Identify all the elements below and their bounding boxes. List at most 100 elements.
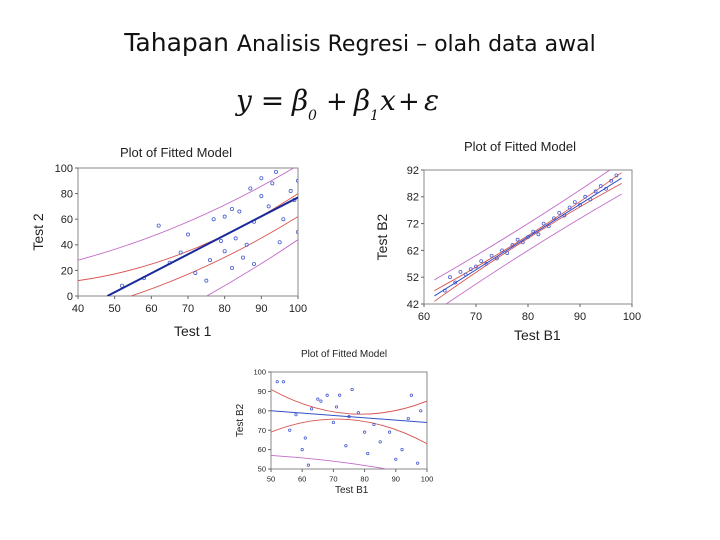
x-tick-label: 50	[109, 303, 121, 315]
data-point	[468, 267, 473, 272]
formula-epsilon: ε	[424, 84, 439, 117]
data-point	[406, 416, 410, 421]
plot-area	[434, 170, 622, 304]
data-point	[515, 237, 520, 242]
data-point	[309, 407, 314, 411]
x-tick-label: 60	[418, 311, 430, 323]
y-tick-label: 80	[258, 406, 266, 415]
fitted-line	[434, 177, 622, 297]
data-point	[344, 444, 348, 448]
formula-beta0: β	[291, 84, 308, 117]
x-tick-label: 90	[392, 475, 400, 484]
prediction-band-lower	[271, 454, 390, 469]
data-point	[316, 397, 320, 401]
data-point	[270, 181, 275, 186]
prediction-band-upper	[434, 170, 611, 281]
confidence-band-upper	[271, 389, 427, 415]
fitted-line	[106, 196, 298, 296]
chart-title: Plot of Fitted Model	[301, 349, 387, 360]
y-tick-label: 62	[407, 245, 419, 257]
data-point	[240, 255, 245, 260]
y-tick-label: 70	[258, 426, 266, 435]
x-tick-label: 100	[623, 311, 641, 323]
formula-beta1-sub: 1	[370, 108, 379, 124]
data-point	[251, 262, 256, 267]
formula-plus2: +	[398, 87, 420, 117]
data-point	[204, 278, 209, 283]
x-tick-label: 100	[421, 475, 434, 484]
x-tick-label: 40	[72, 303, 84, 315]
data-point	[193, 270, 198, 275]
fitted-model-chart-testb1-testb2-small: Plot of Fitted Model 50 60 70 80 90 100 50 60 70 8…	[235, 349, 434, 496]
data-point	[609, 178, 614, 183]
data-point	[419, 409, 423, 413]
x-tick-label: 60	[298, 475, 306, 484]
data-point	[273, 169, 278, 174]
x-tick-label: 100	[289, 303, 307, 315]
data-point	[266, 204, 271, 209]
prediction-band-lower	[205, 239, 298, 296]
formula-plus1: +	[326, 87, 348, 117]
confidence-band-lower	[271, 418, 427, 445]
data-point	[593, 189, 598, 194]
data-point	[248, 186, 253, 191]
data-point	[277, 240, 282, 245]
data-point	[178, 250, 183, 255]
data-point	[222, 214, 227, 219]
fitted-model-chart-test1-test2: Plot of Fitted Model 40 50 60 70 80 90 100 0 20 40…	[30, 145, 307, 339]
x-axis-label: Test B1	[514, 327, 561, 343]
y-tick-label: 52	[407, 272, 419, 284]
data-point	[505, 251, 510, 255]
data-point	[366, 451, 370, 456]
x-tick-label: 70	[329, 475, 337, 484]
y-tick-label: 100	[253, 368, 266, 377]
data-point	[229, 265, 234, 270]
data-point	[416, 461, 420, 465]
data-point	[237, 209, 242, 214]
slide-title: Tahapan Analisis Regresi – olah data awa…	[0, 28, 720, 57]
data-point	[479, 259, 484, 264]
fitted-model-chart-testb1-testb2: Plot of Fitted Model 60 70 80 90 100 42 52 62 72 8…	[374, 139, 641, 343]
data-point	[306, 463, 311, 467]
data-point	[557, 210, 562, 215]
y-tick-label: 90	[258, 387, 266, 396]
data-point	[334, 405, 339, 409]
data-point	[394, 457, 398, 461]
x-tick-label: 90	[255, 303, 267, 315]
formula-beta1: β	[353, 84, 370, 117]
regression-formula: y = β 0 + β 1 x + ε	[234, 84, 439, 124]
data-point	[526, 235, 530, 239]
data-point	[275, 380, 279, 384]
data-point	[185, 232, 190, 237]
y-tick-label: 60	[258, 445, 266, 454]
data-point	[474, 264, 478, 269]
y-tick-label: 50	[258, 465, 266, 474]
y-axis-label: Test 2	[30, 213, 46, 251]
data-point	[363, 430, 367, 434]
data-point	[218, 238, 223, 243]
x-tick-label: 60	[145, 303, 157, 315]
data-point	[244, 242, 249, 247]
y-tick-label: 72	[407, 218, 419, 230]
y-tick-label: 100	[55, 163, 73, 175]
data-point	[207, 258, 212, 263]
plot-area	[271, 380, 427, 469]
data-point	[325, 393, 329, 397]
formula-beta0-sub: 0	[308, 108, 317, 124]
data-point	[156, 223, 161, 228]
data-point	[572, 200, 577, 205]
data-point	[409, 393, 413, 397]
data-point	[453, 280, 458, 285]
data-point	[583, 194, 588, 199]
data-point	[288, 428, 292, 432]
x-tick-label: 80	[219, 303, 231, 315]
x-tick-label: 70	[182, 303, 194, 315]
data-point	[598, 184, 603, 188]
data-point	[372, 422, 376, 426]
y-tick-label: 92	[407, 165, 419, 177]
x-tick-label: 50	[267, 475, 275, 484]
data-point	[300, 448, 304, 452]
data-point	[567, 205, 572, 210]
data-point	[259, 194, 264, 199]
data-point	[552, 216, 556, 221]
